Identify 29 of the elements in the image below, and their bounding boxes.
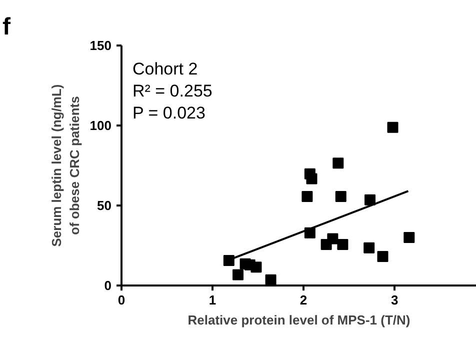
y-tick-label: 100 <box>90 118 112 133</box>
point <box>232 269 244 280</box>
point <box>335 191 346 202</box>
point <box>404 232 415 243</box>
text: f <box>2 14 12 40</box>
point <box>364 194 376 206</box>
x-tick-label: 3 <box>390 292 398 308</box>
point <box>327 233 338 244</box>
point <box>223 255 234 266</box>
x-tick-label: 2 <box>300 292 308 308</box>
point <box>377 251 388 262</box>
point <box>337 239 348 250</box>
point <box>265 274 276 286</box>
point <box>302 191 313 202</box>
y-tick-label: 50 <box>97 198 112 213</box>
annotation: Cohort 2 <box>132 60 198 78</box>
y-tick-label: 0 <box>104 278 112 293</box>
y-axis-title: Serum leptin level (ng/mL) of obese CRC patients <box>48 84 82 247</box>
point <box>332 158 344 169</box>
annotation: R² = 0.255 <box>132 82 212 100</box>
point <box>387 122 398 133</box>
point <box>250 262 262 273</box>
x-tick-label: 1 <box>208 292 216 308</box>
point <box>306 173 318 184</box>
point <box>364 242 375 254</box>
x-tick-label: 0 <box>118 292 126 308</box>
x-axis-title: Relative protein level of MPS-1 (T/N) <box>188 312 410 328</box>
y-tick-label: 150 <box>90 38 112 53</box>
annotation: P = 0.023 <box>132 104 206 122</box>
